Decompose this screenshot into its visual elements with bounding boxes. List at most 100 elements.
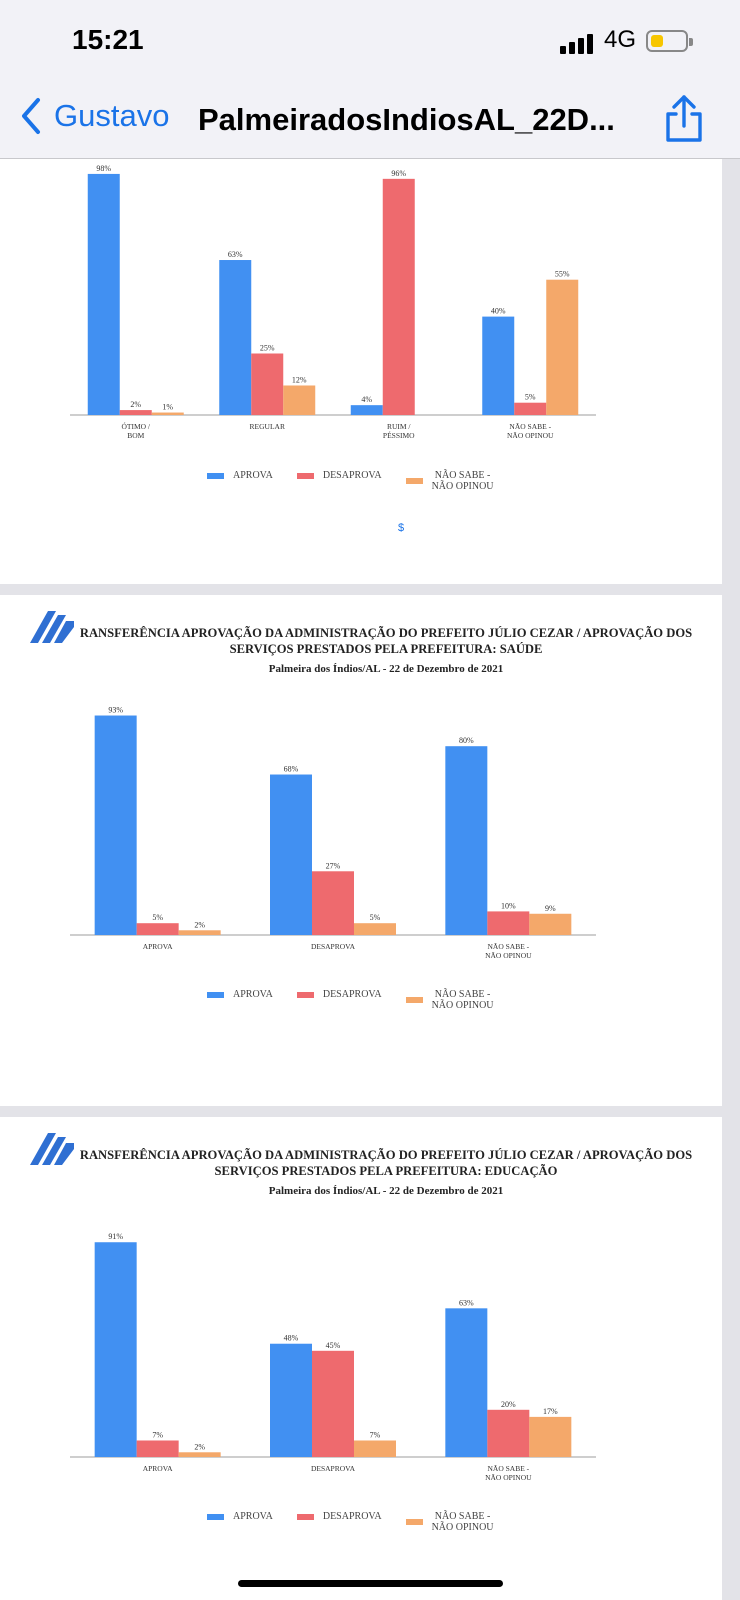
bar (270, 774, 312, 935)
logo-icon (30, 611, 74, 643)
data-label: 2% (194, 1442, 205, 1451)
data-label: 2% (194, 920, 205, 929)
data-label: 20% (501, 1400, 516, 1409)
bar (546, 279, 579, 415)
chart-legend: APROVA DESAPROVA NÃO SABE - NÃO OPINOU (207, 470, 518, 492)
data-label: 80% (459, 736, 474, 745)
chart-saude: 93% 5% 2% APROVA 68% 27% 5% DESAPROVA 80% 10% 9% NÃ… (70, 706, 596, 960)
bar (151, 412, 184, 415)
legend-item-desaprova: DESAPROVA (296, 1511, 382, 1522)
scroll-gutter (722, 159, 740, 1600)
bar (382, 178, 415, 415)
data-label: 63% (459, 1298, 474, 1307)
bar (350, 405, 383, 415)
category-label: DESAPROVA (311, 942, 356, 951)
back-button[interactable]: Gustavo (20, 96, 169, 136)
bar (87, 173, 120, 415)
category-label: ÓTIMO / (121, 421, 150, 431)
cellular-signal-icon (560, 30, 596, 54)
legend-item-aprova: APROVA (207, 989, 273, 1000)
bar (270, 1343, 312, 1457)
bar (529, 1416, 572, 1457)
data-label: 7% (370, 1430, 381, 1439)
chart-subtitle: Palmeira dos Índios/AL - 22 de Dezembro … (268, 663, 504, 675)
data-label: 5% (525, 393, 536, 402)
back-label: Gustavo (54, 98, 170, 133)
legend-item-aprova: APROVA (207, 1511, 273, 1522)
category-label: NÃO SABE - (509, 421, 551, 431)
data-label: 5% (152, 913, 163, 922)
page-marker: $ (398, 522, 405, 534)
data-label: 40% (491, 307, 506, 316)
category-label: NÃO SABE - (487, 941, 529, 951)
category-label: RUIM / (387, 422, 411, 431)
data-label: 55% (555, 270, 570, 279)
category-label: PÉSSIMO (383, 430, 415, 440)
chart-title: RANSFERÊNCIA APROVAÇÃO DA ADMINISTRAÇÃO … (79, 1148, 693, 1178)
data-label: 10% (501, 901, 516, 910)
battery-level (651, 35, 663, 47)
data-label: 7% (152, 1430, 163, 1439)
bar (178, 1452, 221, 1457)
legend-item-nao-sabe: NÃO SABE - NÃO OPINOU (405, 989, 494, 1011)
battery-icon (646, 30, 693, 52)
legend-item-aprova: APROVA (207, 470, 273, 481)
category-label: BOM (127, 431, 144, 440)
chart-grades-by-approval: 98% 2% 1% ÓTIMO /BOM 63% 25% 12% REGULAR 4% 96% RU… (70, 164, 596, 440)
legend-item-desaprova: DESAPROVA (296, 470, 382, 481)
legend-item-desaprova: DESAPROVA (296, 989, 382, 1000)
bar (482, 316, 515, 415)
data-label: 9% (545, 904, 556, 913)
document-viewer[interactable]: 98% 2% 1% ÓTIMO / BOM 63% 25% 12% REGULAR 4% 96% RU… (0, 159, 740, 1600)
bar (514, 402, 547, 415)
status-bar: 15:21 4G (0, 0, 740, 82)
bar (251, 353, 284, 415)
bar (312, 1350, 354, 1457)
data-label: 91% (108, 1232, 123, 1241)
data-label: 63% (228, 250, 243, 259)
data-label: 27% (326, 861, 341, 870)
data-label: 68% (284, 765, 299, 774)
legend-item-nao-sabe: NÃO SABE - NÃO OPINOU (405, 470, 494, 492)
category-label: DESAPROVA (311, 1464, 356, 1473)
bar (445, 1308, 488, 1457)
pdf-page-3: RANSFERÊNCIA APROVAÇÃO DA ADMINISTRAÇÃO … (0, 1117, 722, 1600)
category-label: NÃO SABE - (487, 1463, 529, 1473)
bar (487, 911, 530, 935)
data-label: 45% (326, 1341, 341, 1350)
chart-legend: APROVA DESAPROVA NÃO SABE - NÃO OPINOU (207, 1511, 518, 1533)
data-label: 48% (284, 1334, 299, 1343)
category-label: NÃO OPINOU (507, 430, 554, 440)
share-button[interactable] (662, 94, 706, 149)
legend-item-nao-sabe: NÃO SABE - NÃO OPINOU (405, 1511, 494, 1533)
data-label: 12% (292, 375, 307, 384)
bar (354, 923, 396, 935)
network-type: 4G (604, 26, 637, 53)
data-label: 5% (370, 913, 381, 922)
category-label: NÃO OPINOU (485, 950, 532, 960)
chart-title: RANSFERÊNCIA APROVAÇÃO DA ADMINISTRAÇÃO … (79, 626, 693, 656)
chart-subtitle: Palmeira dos Índios/AL - 22 de Dezembro … (268, 1185, 504, 1197)
logo-icon (30, 1133, 74, 1165)
data-label: 4% (361, 395, 372, 404)
chart-educacao: 91% 7% 2% APROVA 48% 45% 7% DESAPROVA 63% 20% 17% N… (70, 1232, 596, 1482)
chevron-left-icon (22, 98, 40, 134)
navigation-bar: Gustavo PalmeiradosIndiosAL_22D... (0, 82, 740, 159)
category-label: REGULAR (250, 422, 285, 431)
data-label: 1% (162, 403, 173, 412)
bar (136, 1440, 179, 1457)
bar (178, 930, 221, 935)
bar (445, 746, 488, 935)
data-label: 25% (260, 344, 275, 353)
category-label: NÃO OPINOU (485, 1472, 532, 1482)
data-label: 93% (108, 706, 123, 715)
bar (119, 410, 152, 415)
category-label: APROVA (143, 1464, 173, 1473)
data-label: 96% (391, 169, 406, 178)
home-indicator[interactable] (238, 1580, 503, 1587)
data-label: 98% (96, 164, 111, 173)
bar (283, 385, 316, 415)
share-icon (666, 95, 702, 142)
bar (94, 715, 137, 935)
document-title: PalmeiradosIndiosAL_22D... (198, 102, 615, 137)
